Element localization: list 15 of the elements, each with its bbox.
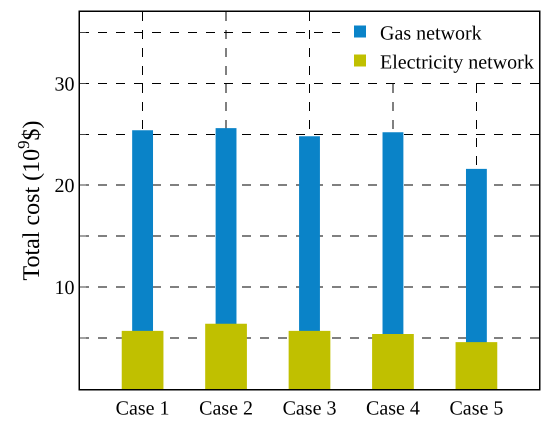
legend-label: Electricity network <box>380 51 534 74</box>
bar <box>456 342 498 389</box>
legend-label: Gas network <box>380 22 482 44</box>
x-tick-label: Case 2 <box>199 398 253 420</box>
x-tick-label: Case 3 <box>282 398 336 420</box>
y-tick-label: 20 <box>54 175 74 198</box>
bar <box>205 324 247 389</box>
bar <box>372 334 414 389</box>
x-tick-label: Case 4 <box>366 398 420 420</box>
bar <box>288 330 330 389</box>
x-tick-label: Case 1 <box>116 398 170 420</box>
y-tick-label: 10 <box>54 277 74 300</box>
x-tick-label: Case 5 <box>449 398 504 420</box>
y-tick-label: 30 <box>54 73 74 96</box>
bar <box>122 330 164 389</box>
